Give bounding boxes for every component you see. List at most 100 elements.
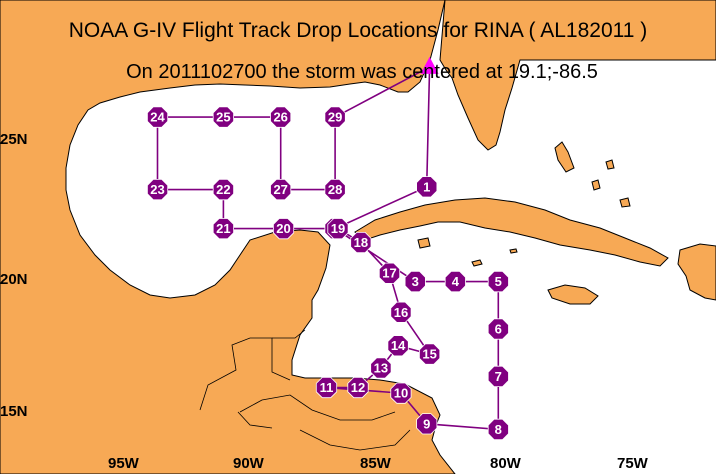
drop-label: 4 [452,274,460,289]
drop-octagon-icon [146,178,169,201]
cuba-landmass [354,197,669,267]
drop-label: 9 [423,416,430,431]
el-salvador-border [237,411,273,429]
x-tick-85w: 85W [360,455,392,472]
drop-label: 11 [320,380,334,395]
bahamas-islands [591,159,631,208]
drop-label: 25 [216,110,230,125]
x-tick-80w: 80W [490,455,522,472]
drop-marker-13: 13 [370,357,392,379]
drop-octagon-icon [390,301,412,323]
honduras-border [239,394,396,421]
drop-label: 7 [495,369,502,384]
drop-label: 15 [422,347,436,362]
drop-marker-9: 9 [416,413,438,435]
drop-octagon-icon [327,218,349,240]
drop-octagon-icon [370,357,392,379]
mexico-guatemala-border [199,337,291,411]
drop-marker-18: 18 [350,231,372,254]
drop-octagon-icon [324,178,346,201]
drop-marker-20: 20 [272,218,295,240]
y-tick-20n: 20N [0,271,28,288]
drop-marker-5: 5 [487,270,509,293]
drop-marker-10: 10 [390,382,412,404]
cayman-islands [471,248,518,267]
chart-title: NOAA G-IV Flight Track Drop Locations fo… [69,19,648,42]
drop-marker-14: 14 [387,335,409,357]
drop-octagon-icon [416,413,438,435]
drop-label: 6 [495,322,502,337]
drop-marker-24: 24 [146,106,169,128]
drop-octagon-icon [418,343,441,365]
drop-label: 26 [273,110,287,125]
drop-marker-26: 26 [270,106,292,128]
axis-labels: 25N 20N 15N 95W 90W 85W 80W 75W [0,131,649,472]
florida-landmass [439,0,716,151]
drop-label: 18 [354,235,368,250]
drop-label: 20 [276,221,290,236]
bahamas-landmass [554,141,575,173]
drop-marker-28: 28 [324,178,346,201]
drop-marker-29: 29 [324,106,346,128]
origin-triangle-icon [420,56,439,74]
drop-marker-17: 17 [378,262,401,284]
drop-marker-4: 4 [444,270,466,293]
drop-octagon-icon [390,382,412,404]
drop-octagon-icon [146,106,169,128]
drop-label: 27 [273,182,287,197]
drop-octagon-icon [270,106,292,128]
drop-octagon-icon [270,178,292,201]
x-tick-75w: 75W [617,455,649,472]
drop-octagon-icon [212,106,235,128]
borders-layer [199,329,411,451]
drop-octagon-icon [212,178,235,201]
drop-octagon-icon [487,318,509,340]
drop-label: 10 [394,386,408,401]
drop-octagon-icon [416,176,438,198]
drop-label: 19 [331,221,345,236]
drop-marker-25: 25 [212,106,235,128]
drop-octagon-icon [404,270,426,293]
drop-octagon-icon [487,270,509,293]
drop-octagon-icon [272,218,295,240]
drop-label: 14 [391,338,406,353]
drop-octagon-icon [315,376,338,399]
drop-label: 28 [328,182,342,197]
drop-marker-7: 7 [487,365,509,388]
drop-label: 16 [394,305,408,320]
drop-marker-11: 11 [315,376,338,399]
drop-octagon-icon [387,335,409,357]
isla-juventud [417,237,431,249]
drop-octagon-icon [324,106,346,128]
drop-label: 5 [495,274,502,289]
drop-markers: 1234567891011121314151617181920212223242… [146,106,509,441]
drop-marker-27: 27 [270,178,292,201]
drop-marker-21: 21 [212,218,235,240]
y-tick-25n: 25N [0,131,28,148]
drop-marker-8: 8 [487,418,509,441]
x-tick-90w: 90W [233,455,265,472]
drop-marker-12: 12 [347,376,369,399]
drop-marker-19: 19 [327,218,349,240]
drop-label: 12 [351,380,365,395]
drop-label: 8 [495,422,502,437]
drop-label: 21 [216,221,230,236]
drop-label: 3 [412,274,419,289]
nicaragua-border [299,429,411,451]
belize-border [272,329,306,339]
drop-marker-6: 6 [487,318,509,340]
drop-octagon-icon [350,231,372,254]
drop-label: 29 [328,110,342,125]
drop-marker-1: 1 [416,176,438,198]
drop-label: 17 [382,266,396,281]
drop-label: 24 [150,110,165,125]
drop-octagon-icon [347,376,369,399]
drop-marker-16: 16 [390,301,412,323]
drop-octagon-icon [487,418,509,441]
drop-octagon-icon [444,270,466,293]
drop-label: 13 [374,361,388,376]
drop-octagon-icon [487,365,509,388]
